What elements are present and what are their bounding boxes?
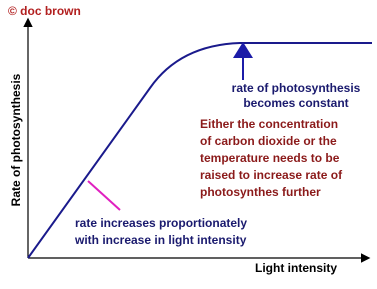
- slope-note: with increase in light intensity: [74, 233, 247, 247]
- limiting-note: temperature needs to be: [200, 151, 340, 165]
- slope-note: rate increases proportionately: [75, 216, 247, 230]
- limiting-note: raised to increase rate of: [200, 168, 343, 182]
- limiting-note: photosynthes further: [200, 185, 321, 199]
- copyright: © doc brown: [8, 4, 81, 18]
- limiting-note: of carbon dioxide or the: [200, 134, 337, 148]
- limiting-note: Either the concentration: [200, 117, 338, 131]
- plateau-note: becomes constant: [243, 96, 348, 110]
- y-axis-label: Rate of photosynthesis: [9, 73, 23, 206]
- x-axis-label: Light intensity: [255, 261, 337, 275]
- slope-marker: [87, 180, 121, 211]
- plateau-note: rate of photosynthesis: [232, 81, 361, 95]
